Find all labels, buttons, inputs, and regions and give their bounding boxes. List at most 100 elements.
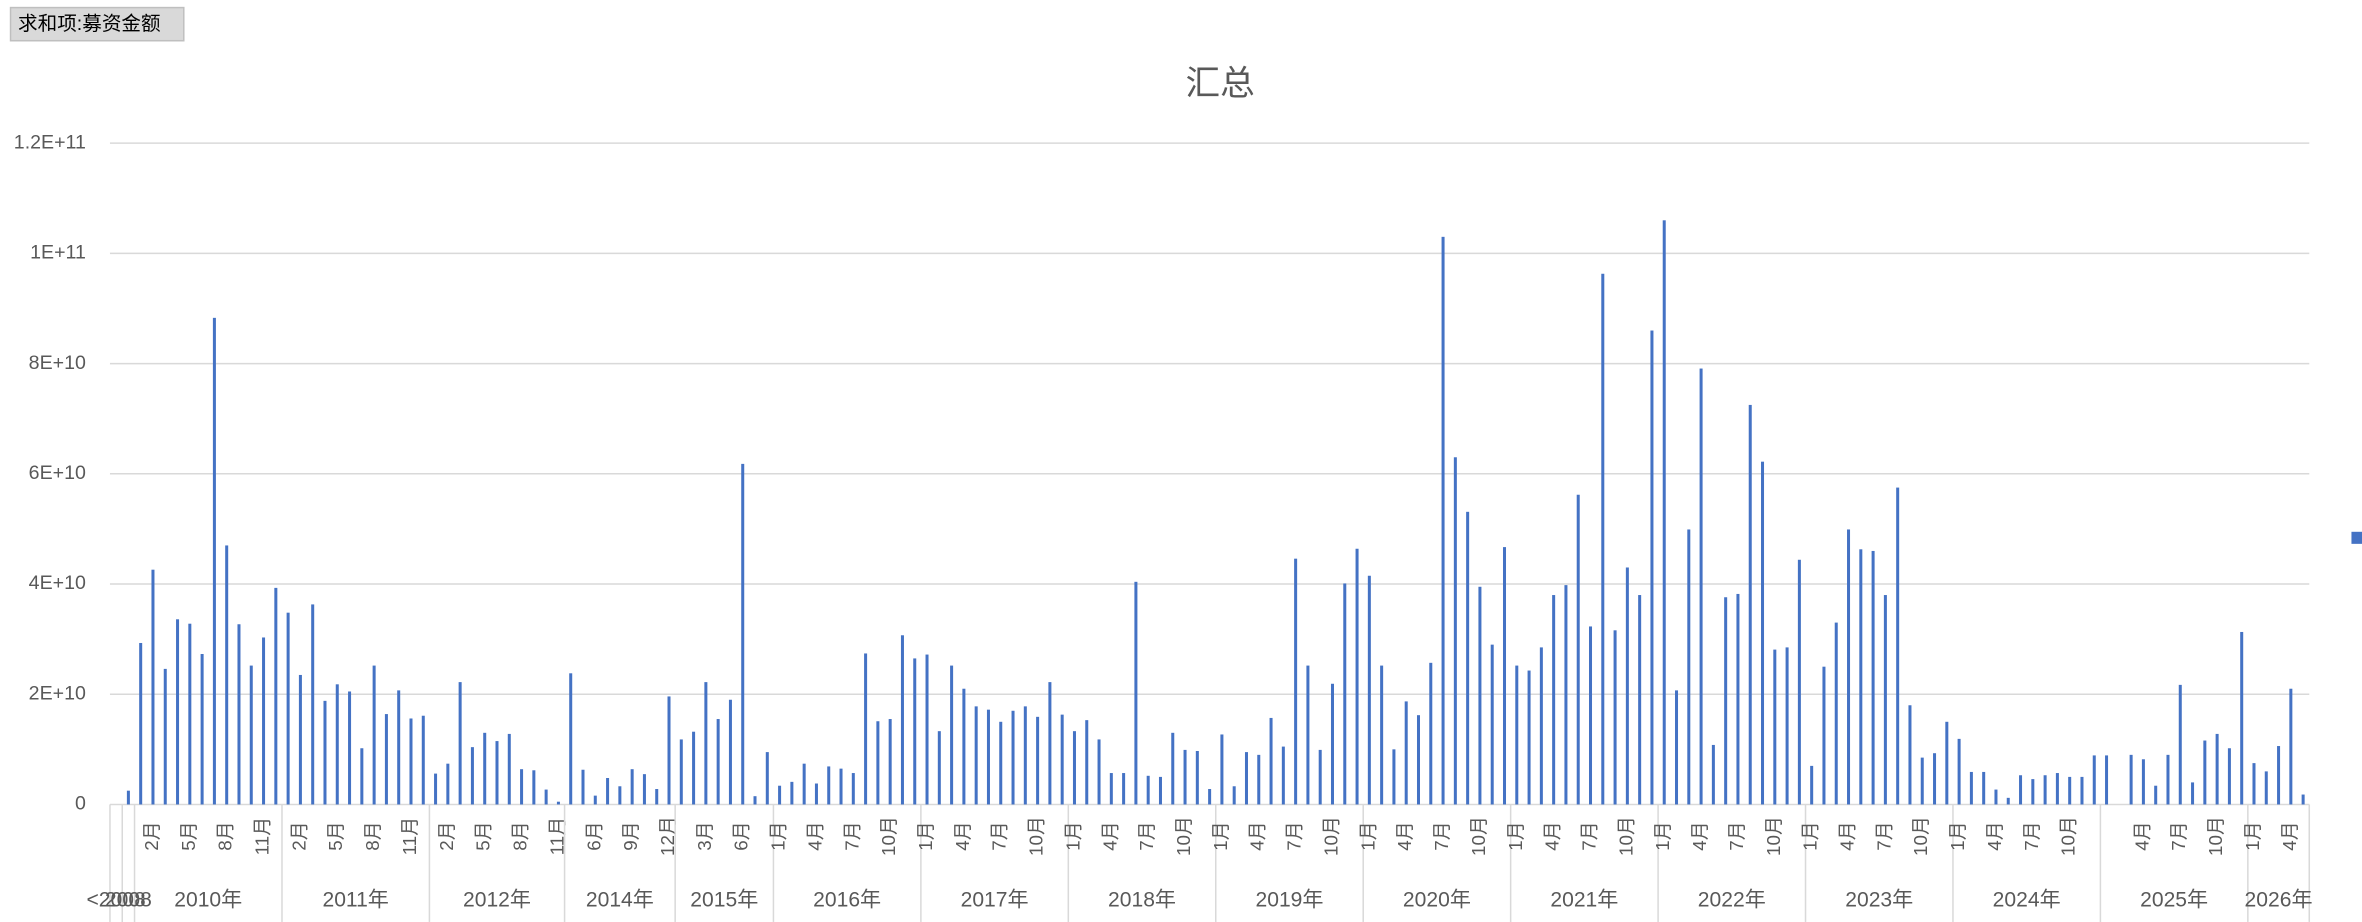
x-tick-label: 4月 [1984,821,2005,850]
bar [1060,714,1064,805]
bar [139,642,143,805]
bar [2252,763,2256,805]
bar [2240,631,2244,805]
bar [2031,779,2035,805]
bar [483,732,487,805]
bar [950,665,954,805]
y-tick-label: 1E+11 [30,242,86,264]
x-tick-label: 10月 [1320,816,1341,856]
x-tick-label: 10月 [2205,816,2226,856]
x-tick-label: 4月 [804,821,825,850]
bar [618,786,622,805]
x-group-label: 2019年 [1256,887,1324,911]
pivot-field-label[interactable]: 求和项:募资金额 [18,13,161,35]
bar [212,317,216,805]
x-group-label: 2021年 [1550,887,1618,911]
x-tick-label: 2月 [288,821,309,850]
x-group-label: 2018年 [1108,887,1176,911]
x-group-label: 2011年 [322,887,388,911]
x-group-label: 2022年 [1698,887,1766,911]
x-group-label: 2015年 [690,887,758,911]
bar [1330,683,1334,805]
bar [2289,688,2293,805]
bar [458,682,462,805]
bar [200,654,204,805]
bar [679,739,683,805]
x-tick-label: 1月 [1505,821,1526,850]
bar [1343,583,1347,805]
bar [188,623,192,805]
bar [1072,731,1076,805]
bar [790,781,794,805]
bar [409,718,413,805]
bar [1625,567,1629,805]
bar [520,769,524,805]
y-tick-label: 8E+10 [29,352,86,374]
x-tick-label: 12月 [657,816,678,856]
bar [1613,630,1617,805]
x-group-label: 2026年 [2245,887,2313,911]
x-tick-label: 10月 [1026,816,1047,856]
bar [1601,273,1605,805]
bar [925,654,929,805]
bar [1552,595,1556,805]
x-group-label: 2017年 [961,887,1029,911]
bar [544,789,548,805]
bar [1847,529,1851,805]
bar [1539,647,1543,805]
x-tick-label: 3月 [694,821,715,850]
x-tick-label: 7月 [1431,821,1452,850]
x-tick-label: 4月 [1836,821,1857,850]
x-tick-label: 1月 [2242,821,2263,850]
bar [397,690,401,805]
x-group-label: 2012年 [463,887,531,911]
x-tick-label: 1月 [915,821,936,850]
bar [655,789,659,805]
bar [864,653,868,805]
bar [2264,771,2268,805]
bar [606,778,610,805]
x-tick-label: 1月 [1947,821,1968,850]
bar [2019,775,2023,805]
bar [176,619,180,805]
bar [1281,746,1285,805]
x-group-label: 2014年 [586,887,654,911]
x-group-label: 2024年 [1993,887,2061,911]
bar [876,721,880,805]
y-tick-label: 0 [75,793,86,815]
bar [1785,647,1789,805]
x-tick-label: 1月 [1062,821,1083,850]
bar [1244,752,1248,805]
x-tick-label: 11月 [252,817,273,855]
bar [728,699,732,805]
bar [1834,622,1838,805]
bar [2043,775,2047,805]
bar [151,569,155,805]
bar [225,545,229,805]
bar [1257,754,1261,805]
bar [642,774,646,805]
bar [2068,776,2072,805]
x-tick-label: 4月 [2131,821,2152,850]
pivot-field-button[interactable] [9,6,185,42]
x-tick-label: 1月 [768,821,789,850]
x-tick-label: 5月 [473,821,494,850]
x-tick-label: 7月 [1726,821,1747,850]
bar [1429,662,1433,805]
x-group-label: 2016年 [813,887,881,911]
x-tick-label: 5月 [325,821,346,850]
bar [1957,738,1961,805]
x-tick-label: 5月 [178,821,199,850]
bar [1908,705,1912,805]
bar [2080,776,2084,805]
bar [298,674,302,805]
x-tick-label: 4月 [1689,821,1710,850]
bar [1478,586,1482,805]
x-tick-label: 6月 [583,821,604,850]
bar [1048,682,1052,805]
x-tick-label: 7月 [989,821,1010,850]
bar [1109,773,1113,805]
bar [1687,529,1691,805]
bar [1294,558,1298,805]
